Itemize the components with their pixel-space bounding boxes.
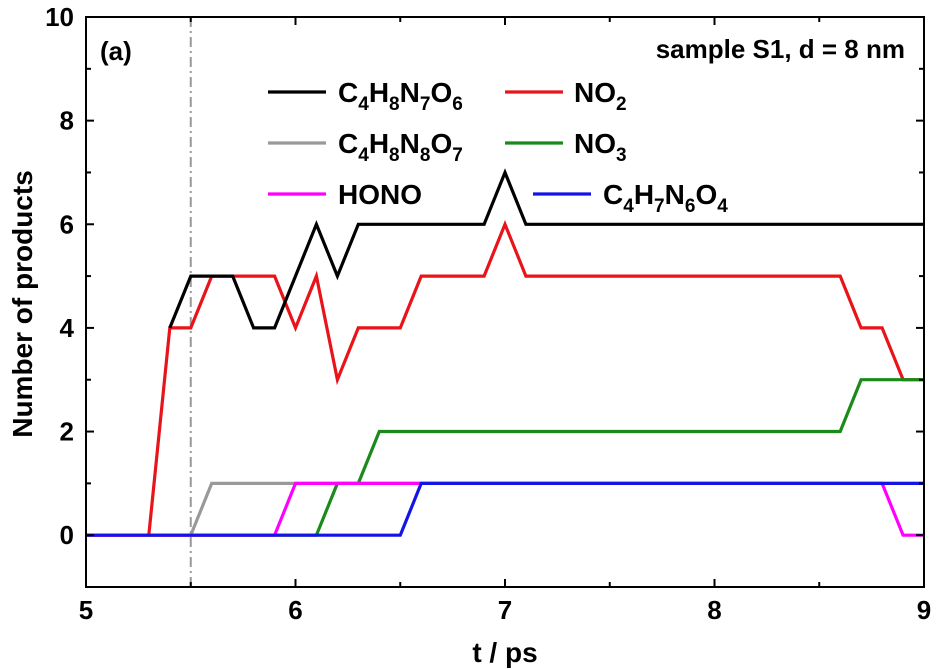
plot-frame: [85, 16, 925, 588]
y-axis-label: Number of products: [7, 170, 38, 438]
x-tick-label: 8: [707, 595, 721, 625]
tick-layer: 5 6 7 8 9 0 2 4 6 8 10: [45, 2, 931, 625]
x-tick-label: 5: [79, 595, 93, 625]
x-tick-label: 7: [498, 595, 512, 625]
y-tick-label: 10: [45, 2, 74, 32]
series-line-hono: [86, 481, 924, 537]
series-line-c4h8n8o7: [86, 481, 924, 537]
legend-label: NO2: [574, 77, 627, 115]
x-tick-label: 6: [288, 595, 302, 625]
y-tick-label: 8: [60, 106, 74, 136]
series-line-c4h8n7o6: [168, 168, 924, 330]
series-layer: [86, 168, 924, 537]
x-tick-label: 9: [917, 595, 931, 625]
x-axis-label: t / ps: [472, 637, 537, 668]
legend-label: C4H8N7O6: [338, 77, 463, 115]
series-line-no2: [86, 220, 924, 537]
series-line-no3: [86, 378, 924, 537]
y-tick-label: 6: [60, 209, 74, 239]
y-tick-label: 2: [60, 417, 74, 447]
series-line-c4h7n6o4: [86, 481, 924, 537]
legend-label: C4H8N8O7: [338, 128, 463, 166]
sample-annotation: sample S1, d = 8 nm: [656, 34, 905, 64]
y-tick-label: 4: [60, 313, 75, 343]
y-tick-label: 0: [60, 520, 74, 550]
legend-label: HONO: [338, 179, 422, 210]
legend: C4H8N7O6 NO2 C4H8N8O7 NO3 HONO C4H7N6O4: [268, 77, 728, 217]
panel-label: (a): [100, 36, 132, 66]
legend-label: NO3: [574, 128, 627, 166]
legend-label: C4H7N6O4: [603, 179, 728, 217]
